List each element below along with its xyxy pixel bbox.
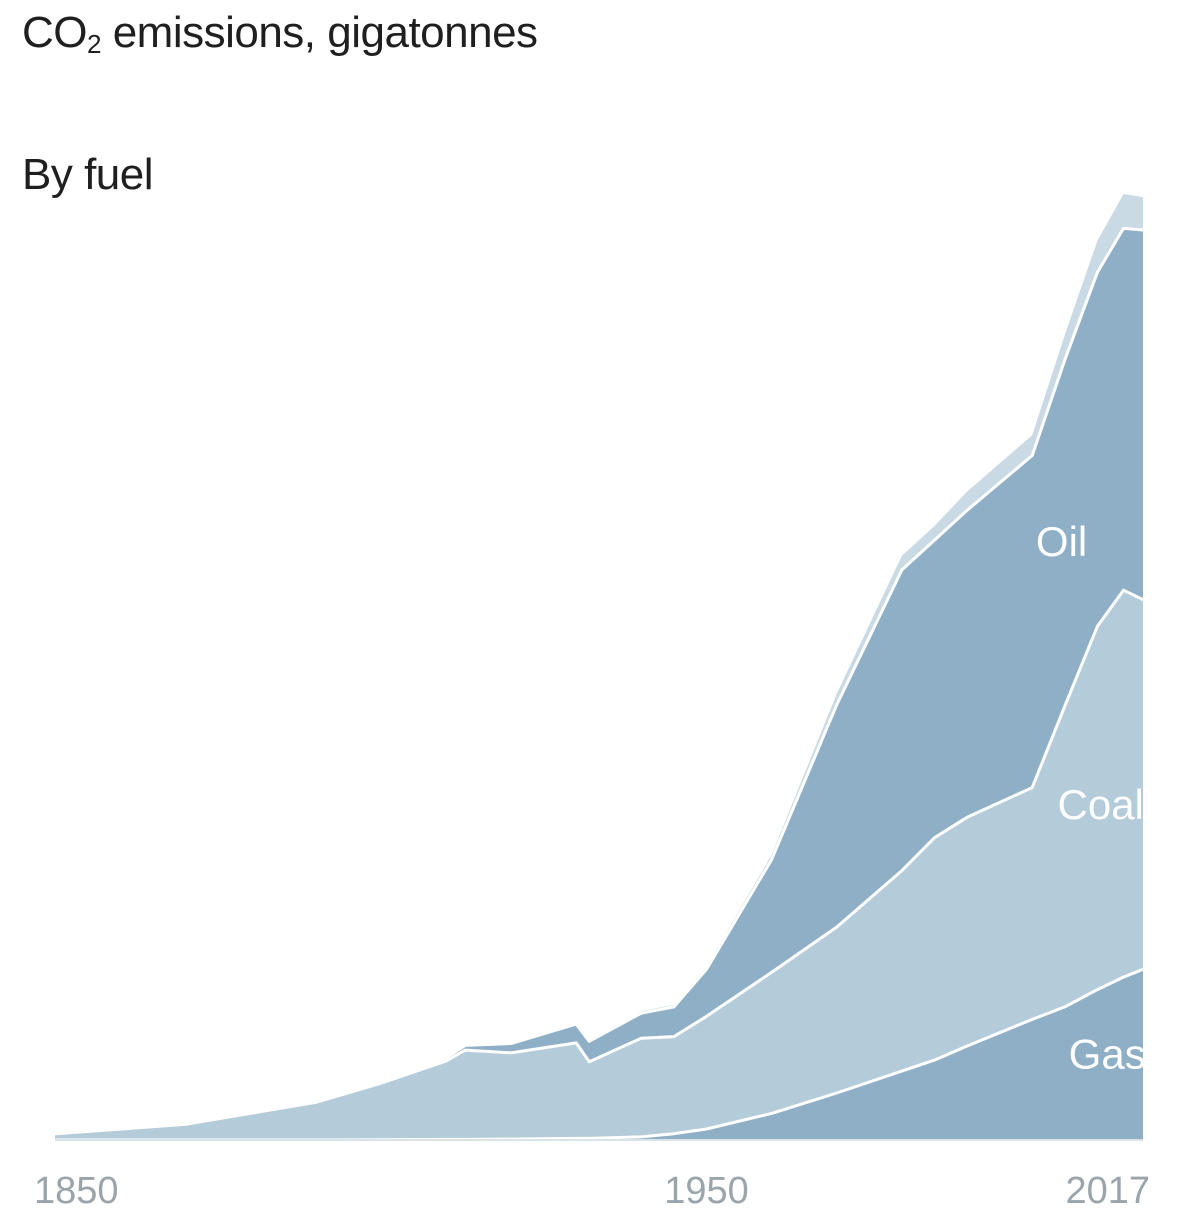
chart-subtitle: By fuel bbox=[22, 150, 154, 199]
boundary-oil bbox=[54, 226, 1144, 1136]
x-tick-label: 1950 bbox=[664, 1170, 749, 1212]
series-label-coal: Coal bbox=[1058, 781, 1144, 828]
x-tick-label: 1850 bbox=[34, 1170, 119, 1212]
area-coal bbox=[55, 590, 1143, 1140]
area-gas bbox=[55, 969, 1143, 1140]
chart-title: CO2 emissions, gigatonnes bbox=[22, 8, 538, 59]
boundary-coal bbox=[54, 588, 1144, 1136]
series-label-gas: Gas bbox=[1069, 1031, 1146, 1078]
x-tick-label: 2017 bbox=[1065, 1170, 1150, 1212]
series-label-oil: Oil bbox=[1036, 518, 1087, 565]
area-oil bbox=[55, 228, 1143, 1134]
